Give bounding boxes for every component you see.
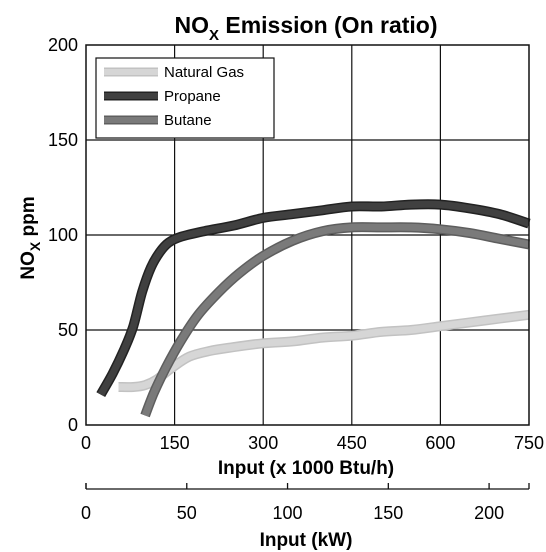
secondary-x-tick-label: 100 (273, 503, 303, 523)
legend-label-propane: Propane (164, 88, 221, 105)
secondary-x-tick-label: 150 (373, 503, 403, 523)
secondary-x-axis-title: Input (kW) (260, 530, 353, 551)
chart-title: NOX Emission (On ratio) (174, 12, 437, 44)
secondary-x-tick-label: 50 (177, 503, 197, 523)
y-tick-label: 50 (58, 320, 78, 340)
x-tick-label: 0 (81, 433, 91, 453)
legend-label-natural-gas: Natural Gas (164, 64, 244, 81)
x-tick-label: 150 (160, 433, 190, 453)
plot-area-frame (85, 44, 530, 426)
series-line-propane (97, 200, 531, 397)
series-lines (96, 199, 531, 418)
x-tick-label: 450 (337, 433, 367, 453)
x-tick-label: 600 (425, 433, 455, 453)
y-tick-label: 100 (48, 225, 78, 245)
x-tick-label: 300 (248, 433, 278, 453)
x-tick-labels: 0 150 300 450 600 750 (81, 433, 544, 453)
y-tick-label: 200 (48, 35, 78, 55)
secondary-kw-axis: 0 50 100 150 200 (81, 483, 530, 523)
legend: Natural Gas Propane Butane (95, 57, 275, 139)
x-axis-title: Input (x 1000 Btu/h) (218, 458, 394, 479)
y-tick-label: 150 (48, 130, 78, 150)
y-tick-labels: 0 50 100 150 200 (48, 35, 78, 435)
secondary-x-tick-label: 0 (81, 503, 91, 523)
y-tick-label: 0 (68, 415, 78, 435)
legend-label-butane: Butane (164, 112, 212, 129)
y-axis-title: NOX ppm (18, 196, 43, 279)
x-tick-label: 750 (514, 433, 544, 453)
secondary-x-tick-label: 200 (474, 503, 504, 523)
series-line-butane (141, 223, 530, 417)
